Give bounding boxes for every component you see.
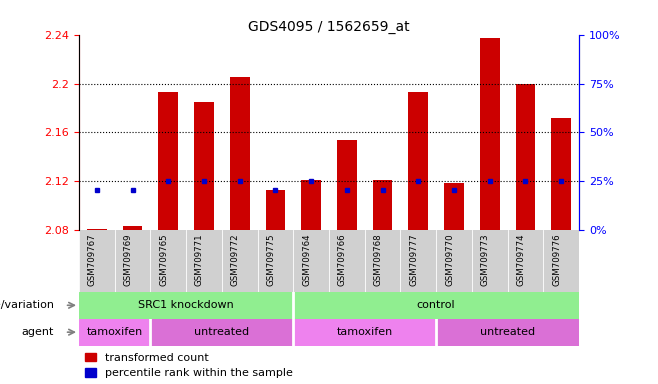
Text: GSM709767: GSM709767 [88, 233, 97, 286]
Text: untreated: untreated [194, 327, 249, 337]
Text: GSM709776: GSM709776 [552, 233, 561, 286]
Text: tamoxifen: tamoxifen [337, 327, 393, 337]
Bar [337, 140, 357, 230]
Bar [266, 190, 286, 230]
Text: GSM709773: GSM709773 [481, 233, 490, 286]
Text: SRC1 knockdown: SRC1 knockdown [138, 300, 234, 310]
Bar [293, 292, 579, 319]
Bar [87, 229, 107, 230]
Text: GSM709777: GSM709777 [409, 233, 418, 286]
Bar [79, 292, 293, 319]
Text: GSM709774: GSM709774 [517, 233, 526, 286]
Bar [293, 319, 436, 346]
Text: genotype/variation: genotype/variation [0, 300, 54, 310]
Bar [79, 319, 151, 346]
Bar [372, 180, 392, 230]
Legend: transformed count, percentile rank within the sample: transformed count, percentile rank withi… [84, 353, 292, 379]
Bar [159, 92, 178, 230]
Bar [301, 180, 321, 230]
Text: GSM709769: GSM709769 [124, 233, 132, 286]
Bar [444, 183, 464, 230]
Text: GSM709772: GSM709772 [231, 233, 240, 286]
Bar [480, 38, 499, 230]
Text: GSM709771: GSM709771 [195, 233, 204, 286]
Bar [122, 225, 142, 230]
Text: control: control [417, 300, 455, 310]
Bar [151, 319, 293, 346]
Title: GDS4095 / 1562659_at: GDS4095 / 1562659_at [248, 20, 410, 33]
Text: GSM709768: GSM709768 [374, 233, 382, 286]
Text: GSM709765: GSM709765 [159, 233, 168, 286]
Text: GSM709775: GSM709775 [266, 233, 276, 286]
Bar [194, 102, 214, 230]
Text: tamoxifen: tamoxifen [87, 327, 143, 337]
Text: GSM709770: GSM709770 [445, 233, 454, 286]
Text: GSM709766: GSM709766 [338, 233, 347, 286]
Bar [230, 78, 249, 230]
Bar [516, 84, 536, 230]
Text: untreated: untreated [480, 327, 535, 337]
Text: GSM709764: GSM709764 [302, 233, 311, 286]
Bar [551, 118, 571, 230]
Bar [409, 92, 428, 230]
Text: agent: agent [22, 327, 54, 337]
Bar [436, 319, 579, 346]
